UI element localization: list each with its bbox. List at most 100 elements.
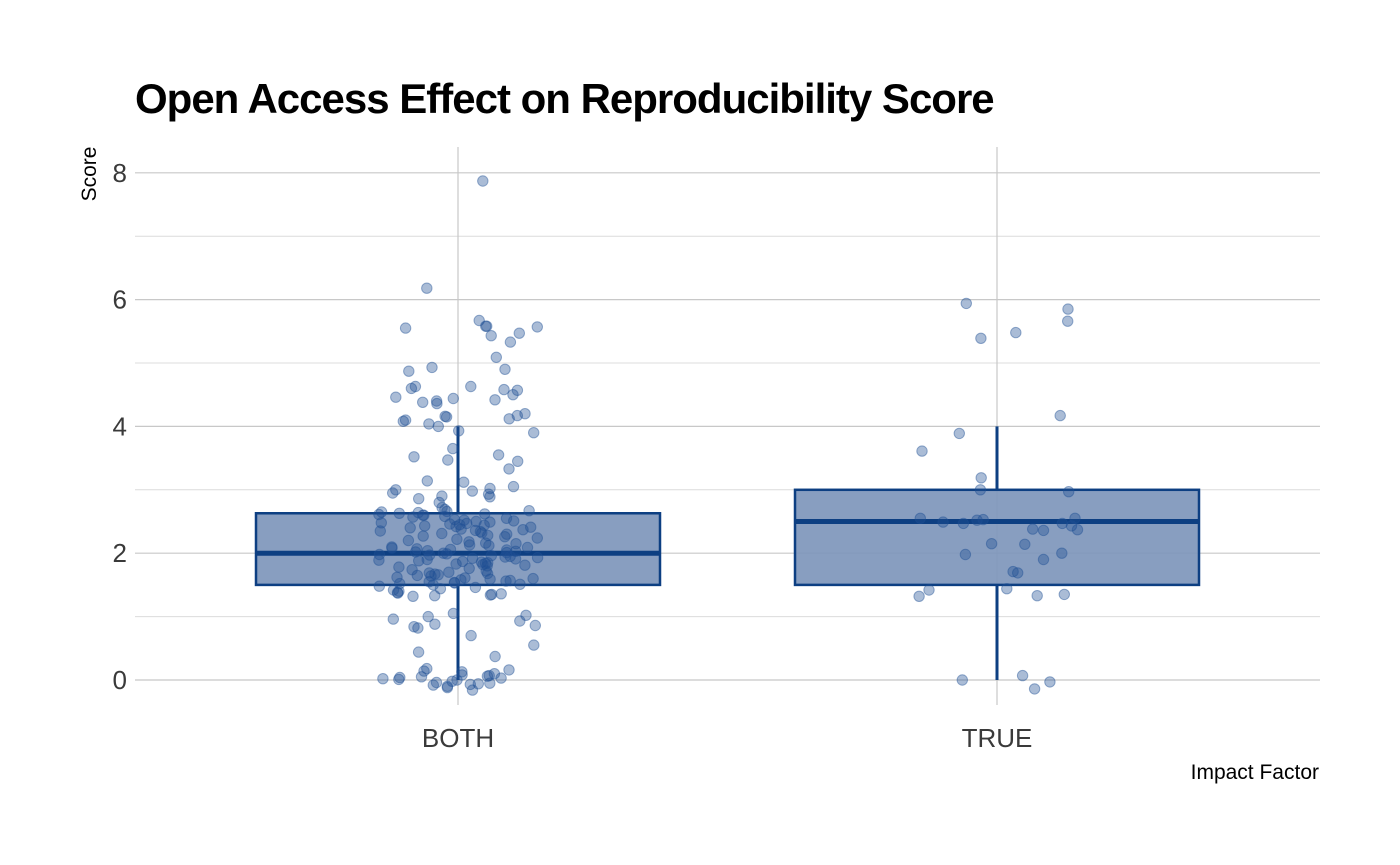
- grid-lines: [135, 147, 1320, 705]
- data-point: [480, 537, 492, 549]
- data-point: [529, 619, 541, 632]
- data-point: [463, 539, 476, 551]
- data-point: [484, 516, 496, 528]
- data-point: [439, 503, 451, 516]
- data-point: [442, 454, 454, 466]
- data-point: [485, 330, 497, 342]
- data-point: [478, 519, 490, 531]
- data-point: [421, 553, 433, 566]
- data-point: [386, 541, 398, 553]
- data-point: [439, 510, 451, 523]
- data-point: [483, 669, 495, 682]
- data-point: [477, 175, 489, 187]
- data-point: [476, 527, 488, 539]
- data-point: [436, 501, 448, 514]
- data-point: [417, 509, 429, 521]
- data-point: [423, 576, 435, 588]
- data-point: [519, 408, 531, 420]
- data-point: [412, 646, 425, 658]
- data-point: [391, 586, 404, 599]
- data-point: [501, 544, 513, 556]
- box-both: [254, 426, 662, 680]
- data-point: [464, 678, 476, 691]
- data-point: [1027, 523, 1039, 535]
- data-point: [953, 427, 965, 440]
- data-point: [1028, 683, 1041, 695]
- data-point: [520, 609, 532, 621]
- x-tick-label: BOTH: [422, 723, 494, 753]
- data-point: [418, 509, 430, 521]
- data-point: [977, 513, 989, 526]
- data-point: [458, 476, 470, 488]
- data-point: [500, 575, 512, 587]
- data-point: [1071, 524, 1084, 536]
- data-point: [444, 518, 456, 530]
- data-point: [501, 528, 513, 540]
- data-point: [403, 365, 415, 377]
- data-point: [441, 548, 453, 560]
- data-point: [432, 569, 444, 581]
- data-point: [512, 455, 524, 467]
- data-point: [423, 418, 435, 430]
- data-point: [531, 321, 543, 333]
- data-point: [514, 615, 526, 627]
- data-point: [484, 482, 496, 495]
- data-point: [397, 415, 409, 427]
- data-point: [521, 541, 534, 554]
- data-point: [465, 629, 477, 642]
- data-point: [373, 554, 385, 566]
- data-point: [433, 496, 445, 509]
- data-point: [503, 463, 515, 475]
- data-point: [412, 622, 424, 634]
- data-point: [455, 523, 467, 535]
- data-point: [393, 585, 405, 597]
- data-point: [499, 363, 511, 375]
- data-point: [937, 516, 949, 528]
- data-point: [461, 517, 473, 530]
- data-point: [511, 384, 524, 396]
- data-point: [484, 491, 496, 503]
- data-point: [1069, 512, 1081, 524]
- data-point: [509, 553, 522, 565]
- data-point: [447, 442, 459, 455]
- data-point: [511, 409, 523, 422]
- data-point: [413, 493, 425, 505]
- data-point: [483, 539, 495, 552]
- data-point: [510, 538, 522, 550]
- y-tick-label: 6: [113, 285, 127, 315]
- data-point: [1056, 517, 1069, 530]
- data-point: [1012, 567, 1024, 579]
- data-point: [440, 411, 453, 423]
- box-iqr: [254, 512, 662, 587]
- data-point: [519, 559, 531, 571]
- data-point: [475, 556, 488, 568]
- data-point: [499, 531, 511, 543]
- data-point: [469, 581, 482, 594]
- data-point: [447, 392, 459, 405]
- data-point: [528, 639, 540, 651]
- data-point: [480, 320, 492, 332]
- data-point: [490, 351, 502, 363]
- data-point: [417, 396, 429, 408]
- data-point: [975, 332, 987, 344]
- data-point: [523, 505, 535, 517]
- data-point: [394, 671, 406, 684]
- data-point: [411, 569, 423, 582]
- data-point: [923, 584, 935, 596]
- data-point: [375, 517, 387, 529]
- data-point: [451, 674, 463, 686]
- data-point: [913, 590, 925, 602]
- data-point: [456, 555, 469, 568]
- data-point: [436, 527, 448, 540]
- data-point: [481, 320, 493, 332]
- data-point: [387, 613, 399, 625]
- data-point: [528, 427, 540, 439]
- data-point: [495, 672, 507, 684]
- data-point: [409, 380, 422, 393]
- data-point: [466, 552, 479, 564]
- data-point: [504, 574, 516, 587]
- data-point: [985, 538, 998, 550]
- data-point: [409, 546, 422, 558]
- data-point: [916, 445, 928, 457]
